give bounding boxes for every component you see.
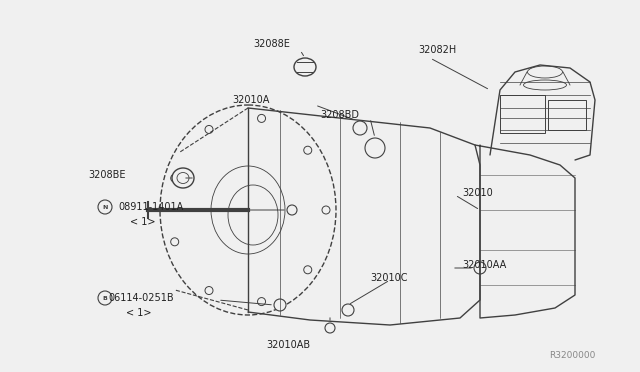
Text: 32010A: 32010A: [232, 95, 269, 105]
Text: 06114-0251B: 06114-0251B: [108, 293, 173, 303]
Circle shape: [365, 138, 385, 158]
Circle shape: [274, 299, 286, 311]
Circle shape: [205, 125, 213, 134]
Circle shape: [287, 205, 297, 215]
Circle shape: [342, 304, 354, 316]
Text: 32088E: 32088E: [253, 39, 291, 49]
Text: 32010AA: 32010AA: [462, 260, 506, 270]
Circle shape: [171, 174, 179, 182]
Text: B: B: [102, 295, 108, 301]
Text: < 1>: < 1>: [126, 308, 152, 318]
Circle shape: [257, 298, 266, 305]
Text: 32010: 32010: [462, 188, 493, 198]
Text: 32010C: 32010C: [370, 273, 408, 283]
Bar: [500, 95, 545, 133]
Text: 32082H: 32082H: [418, 45, 456, 55]
Circle shape: [322, 206, 330, 214]
Circle shape: [304, 146, 312, 154]
Circle shape: [353, 121, 367, 135]
Bar: [548, 100, 586, 130]
Circle shape: [257, 115, 266, 122]
Ellipse shape: [294, 58, 316, 76]
Circle shape: [474, 262, 486, 274]
Ellipse shape: [172, 168, 194, 188]
Text: N: N: [102, 205, 108, 209]
Circle shape: [205, 286, 213, 295]
Text: R3200000: R3200000: [548, 352, 595, 360]
Circle shape: [325, 323, 335, 333]
Circle shape: [304, 266, 312, 274]
Text: 08911-1401A: 08911-1401A: [118, 202, 183, 212]
Text: 32010AB: 32010AB: [266, 340, 310, 350]
Text: 3208BE: 3208BE: [88, 170, 125, 180]
Ellipse shape: [527, 66, 563, 78]
Circle shape: [171, 238, 179, 246]
Text: < 1>: < 1>: [130, 217, 156, 227]
Text: 3208BD: 3208BD: [320, 110, 359, 120]
